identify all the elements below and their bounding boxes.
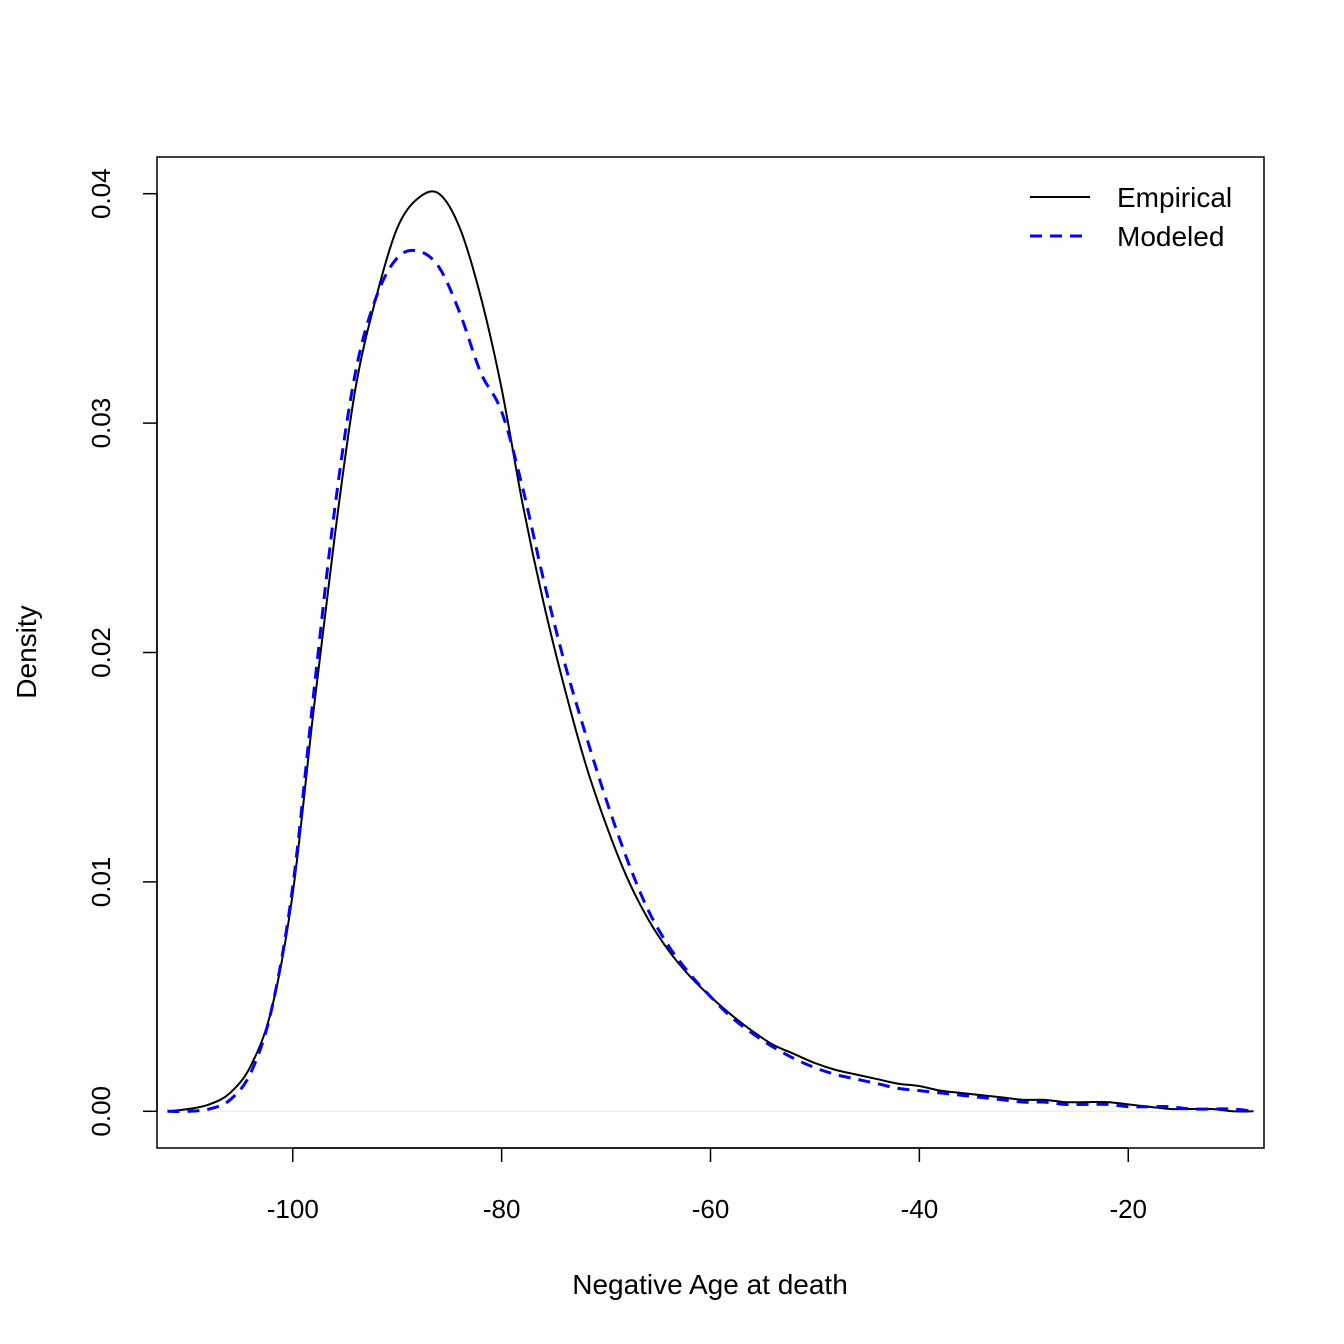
legend-label-modeled: Modeled [1117,221,1224,252]
x-axis: -100 -80 -60 -40 -20 [267,1147,1147,1224]
series-line-empirical [167,190,1254,1113]
series-layer [167,190,1254,1113]
series-line-modeled [167,248,1254,1113]
x-tick-label: -80 [483,1194,521,1224]
y-axis: 0.00 0.01 0.02 0.03 0.04 [86,168,158,1137]
x-axis-label: Negative Age at death [572,1269,848,1300]
y-tick-label: 0.02 [86,627,116,678]
x-tick-label: -20 [1109,1194,1147,1224]
legend-label-empirical: Empirical [1117,182,1232,213]
x-tick-label: -40 [901,1194,939,1224]
y-tick-label: 0.00 [86,1086,116,1137]
y-tick-label: 0.01 [86,857,116,908]
x-tick-label: -60 [692,1194,730,1224]
y-tick-label: 0.04 [86,168,116,219]
y-tick-label: 0.03 [86,398,116,449]
legend: Empirical Modeled [1030,182,1232,252]
x-tick-label: -100 [267,1194,319,1224]
y-axis-label: Density [11,605,42,698]
plot-frame [156,156,1265,1149]
